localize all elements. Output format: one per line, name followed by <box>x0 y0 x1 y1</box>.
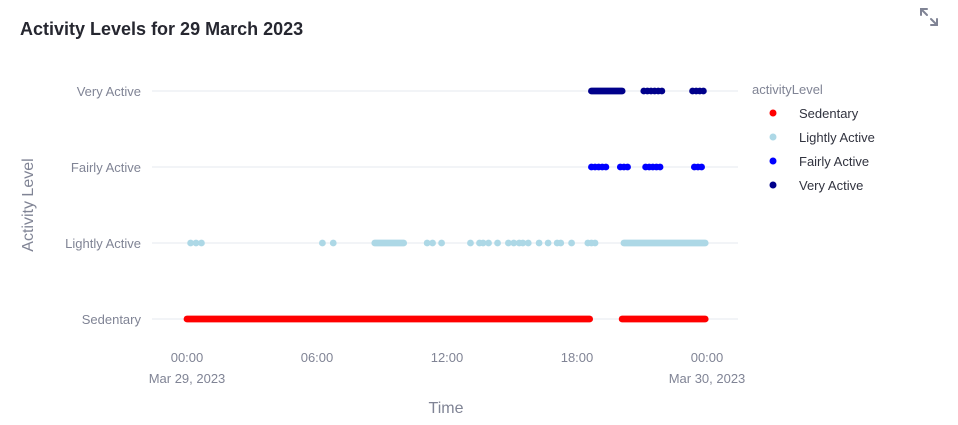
data-point <box>510 239 518 247</box>
y-tick-label: Lightly Active <box>65 236 141 251</box>
x-axis-title: Time <box>429 400 464 417</box>
legend-label: Fairly Active <box>799 154 869 169</box>
legend-item-sedentary[interactable]: Sedentary <box>769 106 859 121</box>
legend-marker <box>769 109 777 117</box>
data-point <box>479 239 487 247</box>
legend-label: Lightly Active <box>799 130 875 145</box>
legend-marker <box>769 157 777 165</box>
legend-item-very-active[interactable]: Very Active <box>769 178 864 193</box>
x-tick-label: 06:00 <box>301 350 334 365</box>
series-very-active <box>588 87 707 95</box>
data-point <box>329 239 337 247</box>
data-point-run <box>618 315 709 323</box>
data-point <box>699 87 707 95</box>
data-point <box>602 163 610 171</box>
y-tick-label: Very Active <box>77 84 141 99</box>
data-point-run <box>371 239 408 247</box>
chart-title: Activity Levels for 29 March 2023 <box>20 19 304 39</box>
x-tick-label: 12:00 <box>431 350 464 365</box>
legend-title: activityLevel <box>752 82 823 97</box>
data-point <box>568 239 575 247</box>
data-point <box>624 163 631 171</box>
data-point <box>504 239 512 247</box>
legend-item-lightly-active[interactable]: Lightly Active <box>769 130 875 145</box>
legend-label: Sedentary <box>799 106 859 121</box>
expand-icon-graphic <box>920 8 938 26</box>
data-point <box>319 239 326 247</box>
data-point <box>198 239 205 247</box>
data-point <box>187 239 195 247</box>
data-point <box>656 163 664 171</box>
data-point <box>429 239 436 247</box>
y-tick-label: Fairly Active <box>71 160 141 175</box>
data-point <box>591 239 599 247</box>
y-axis-title: Activity Level <box>20 158 37 251</box>
data-point <box>423 239 431 247</box>
legend-marker <box>769 181 777 189</box>
data-point <box>467 239 474 247</box>
data-point <box>494 239 501 247</box>
x-tick-label: 18:00 <box>561 350 594 365</box>
series-sedentary <box>183 315 709 323</box>
data-point <box>658 87 666 95</box>
data-point <box>698 163 705 171</box>
y-tick-label: Sedentary <box>82 312 142 327</box>
series-lightly-active <box>187 239 709 247</box>
x-tick-sublabel: Mar 29, 2023 <box>149 371 226 386</box>
data-point <box>524 239 532 247</box>
data-point-run <box>183 315 594 323</box>
data-point <box>557 239 565 247</box>
data-point <box>485 239 492 247</box>
expand-icon[interactable] <box>918 6 940 28</box>
data-point-run <box>588 87 626 95</box>
series-fairly-active <box>588 163 705 171</box>
legend-item-fairly-active[interactable]: Fairly Active <box>769 154 870 169</box>
data-point <box>192 239 200 247</box>
data-point <box>535 239 543 247</box>
legend-label: Very Active <box>799 178 863 193</box>
x-tick-label: 00:00 <box>691 350 724 365</box>
data-point-run <box>620 239 709 247</box>
data-point <box>544 239 552 247</box>
x-tick-sublabel: Mar 30, 2023 <box>669 371 746 386</box>
x-tick-label: 00:00 <box>171 350 204 365</box>
legend-marker <box>769 133 777 141</box>
data-point <box>519 239 527 247</box>
data-point <box>438 239 445 247</box>
